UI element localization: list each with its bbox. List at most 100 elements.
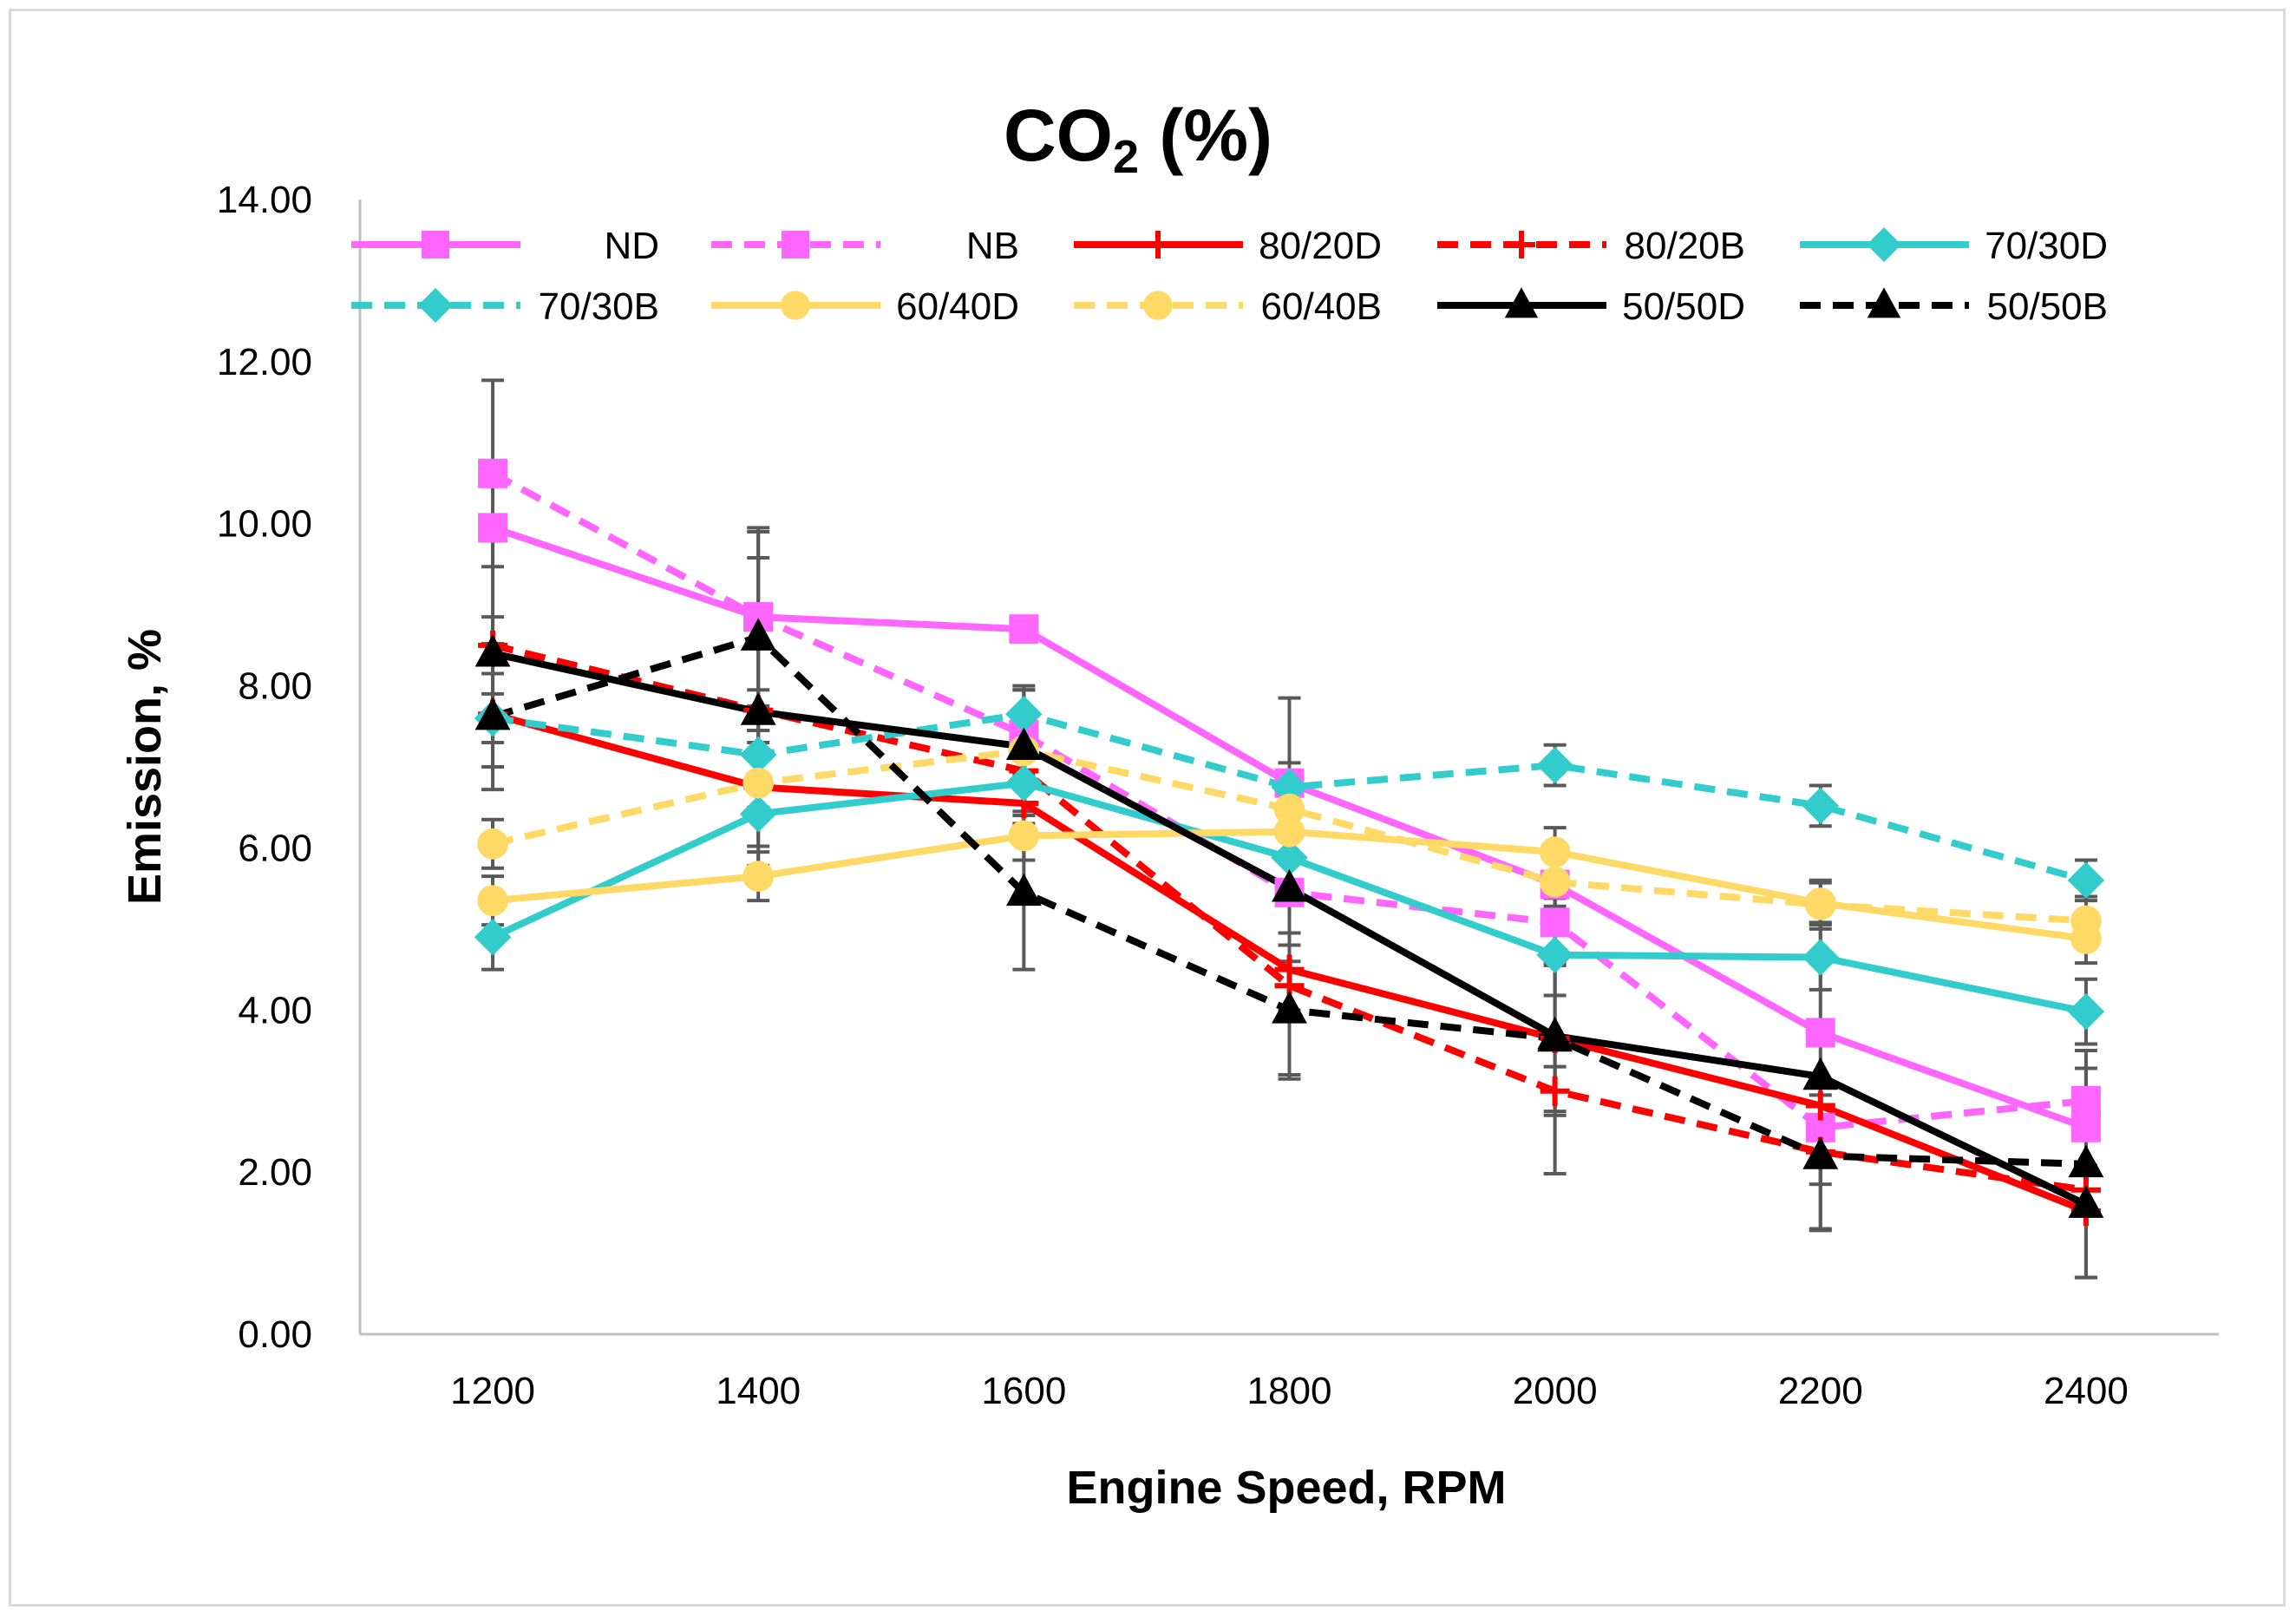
legend-label: 80/20D xyxy=(1259,225,1382,267)
data-point-80-20b xyxy=(1540,1076,1570,1106)
data-point-50-50b xyxy=(2068,1144,2104,1178)
data-point-70-30b xyxy=(1536,746,1573,784)
data-point-nd xyxy=(478,513,508,543)
legend-item-80-20b: 80/20B xyxy=(1437,225,1745,267)
data-markers xyxy=(474,458,2105,1226)
legend-marker xyxy=(1144,231,1172,259)
data-point-60-40b xyxy=(477,828,508,860)
data-point-70-30b xyxy=(1005,696,1043,733)
data-point-50-50d xyxy=(740,692,776,725)
x-tick-label: 2400 xyxy=(2044,1370,2129,1412)
y-tick-label: 14.00 xyxy=(217,179,312,221)
data-point-70-30b xyxy=(1802,787,1840,825)
x-tick-label: 1400 xyxy=(716,1370,801,1412)
chart-title-subscript: 2 xyxy=(1113,131,1139,183)
data-point-60-40b xyxy=(1273,793,1305,825)
axes: 0.00 2.00 4.00 6.00 8.00 10.00 12.00 14.00 1200 1… xyxy=(217,179,2219,1412)
data-point-70-30b xyxy=(2067,861,2105,900)
data-point-70-30b xyxy=(739,736,777,774)
legend-marker xyxy=(1867,287,1901,318)
legend-item-nb: NB xyxy=(711,225,1019,267)
legend-label: 70/30B xyxy=(539,285,659,328)
legend-marker xyxy=(1508,231,1535,259)
data-point-70-30d xyxy=(474,918,512,956)
data-point-50-50d xyxy=(474,634,511,667)
data-point-80-20d xyxy=(1805,1090,1835,1121)
data-point-nd xyxy=(2070,1112,2101,1142)
legend-label: 50/50B xyxy=(1987,285,2108,328)
data-point-50-50d xyxy=(1272,869,1307,902)
y-tick-label: 10.00 xyxy=(217,503,312,546)
legend-marker xyxy=(1504,287,1539,318)
y-tick-label: 6.00 xyxy=(238,827,312,869)
legend-marker xyxy=(422,231,449,259)
legend-item-60-40b: 60/40B xyxy=(1074,285,1382,328)
legend-item-60-40d: 60/40D xyxy=(711,285,1019,328)
chart-title: CO2 (%) xyxy=(1004,95,1272,183)
data-point-70-30d xyxy=(739,795,777,833)
data-point-50-50b xyxy=(1005,873,1042,907)
y-tick-label: 0.00 xyxy=(238,1313,312,1356)
data-point-nb xyxy=(2070,1085,2101,1116)
data-point-60-40d xyxy=(1273,815,1305,848)
data-point-60-40d xyxy=(1008,820,1040,852)
legend-label: ND xyxy=(604,225,659,267)
legend-label: 80/20B xyxy=(1625,225,1745,267)
data-point-70-30d xyxy=(1005,764,1043,802)
data-point-60-40d xyxy=(742,861,775,892)
y-tick-label: 12.00 xyxy=(217,341,312,383)
legend-marker xyxy=(418,288,453,323)
legend-item-50-50b: 50/50B xyxy=(1800,285,2108,328)
data-point-70-30d xyxy=(1271,839,1308,876)
data-point-nb xyxy=(1540,907,1570,938)
x-tick-label: 1600 xyxy=(981,1370,1066,1412)
y-tick-label: 8.00 xyxy=(238,665,312,708)
data-point-70-30d xyxy=(2067,992,2105,1031)
y-axis-label: Emission, % xyxy=(119,629,171,905)
data-point-50-50b xyxy=(1537,1018,1573,1052)
legend-label: NB xyxy=(966,225,1019,267)
y-tick-label: 2.00 xyxy=(238,1151,312,1194)
legend-label: 70/30D xyxy=(1985,225,2108,267)
data-point-70-30d xyxy=(1802,939,1840,976)
data-point-60-40b xyxy=(1539,866,1571,898)
data-point-60-40b xyxy=(1804,888,1836,920)
x-tick-label: 1800 xyxy=(1247,1370,1332,1412)
legend-label: 50/50D xyxy=(1622,285,1745,328)
legend-marker xyxy=(1143,291,1173,320)
legend: ND NB 80/20D 80/20B 70/30D 70/30B 60/40D 60/40B… xyxy=(351,225,2108,328)
data-point-nd xyxy=(1009,614,1039,645)
legend-label: 60/40D xyxy=(896,285,1019,328)
data-point-50-50d xyxy=(1802,1057,1839,1090)
data-point-70-30b xyxy=(1271,769,1308,806)
data-point-nd xyxy=(1805,1018,1835,1048)
chart-title-main: CO xyxy=(1004,95,1113,176)
data-point-50-50b xyxy=(1802,1136,1839,1169)
legend-item-70-30d: 70/30D xyxy=(1800,225,2108,267)
data-point-60-40d xyxy=(1539,836,1571,867)
data-point-60-40b xyxy=(742,767,775,799)
chart-title-rest: (%) xyxy=(1139,95,1272,176)
data-point-60-40b xyxy=(2070,905,2102,937)
legend-marker xyxy=(781,291,810,320)
legend-marker xyxy=(1867,227,1901,262)
legend-label: 60/40B xyxy=(1261,285,1382,328)
legend-item-70-30b: 70/30B xyxy=(351,285,659,328)
data-point-50-50b xyxy=(474,697,511,730)
data-point-60-40d xyxy=(477,885,508,917)
legend-marker xyxy=(782,231,809,259)
x-tick-label: 2000 xyxy=(1513,1370,1598,1412)
legend-item-80-20d: 80/20D xyxy=(1074,225,1382,267)
x-axis-label: Engine Speed, RPM xyxy=(1066,1462,1506,1514)
data-point-nb xyxy=(478,458,508,488)
data-point-50-50d xyxy=(1005,727,1042,760)
x-tick-label: 2200 xyxy=(1778,1370,1863,1412)
data-point-50-50d xyxy=(2068,1185,2104,1218)
legend-item-nd: ND xyxy=(351,225,659,267)
y-tick-label: 4.00 xyxy=(238,989,312,1031)
data-point-70-30d xyxy=(1536,936,1573,974)
data-point-50-50b xyxy=(740,618,776,651)
data-point-50-50b xyxy=(1272,991,1307,1024)
x-tick-label: 1200 xyxy=(450,1370,535,1412)
